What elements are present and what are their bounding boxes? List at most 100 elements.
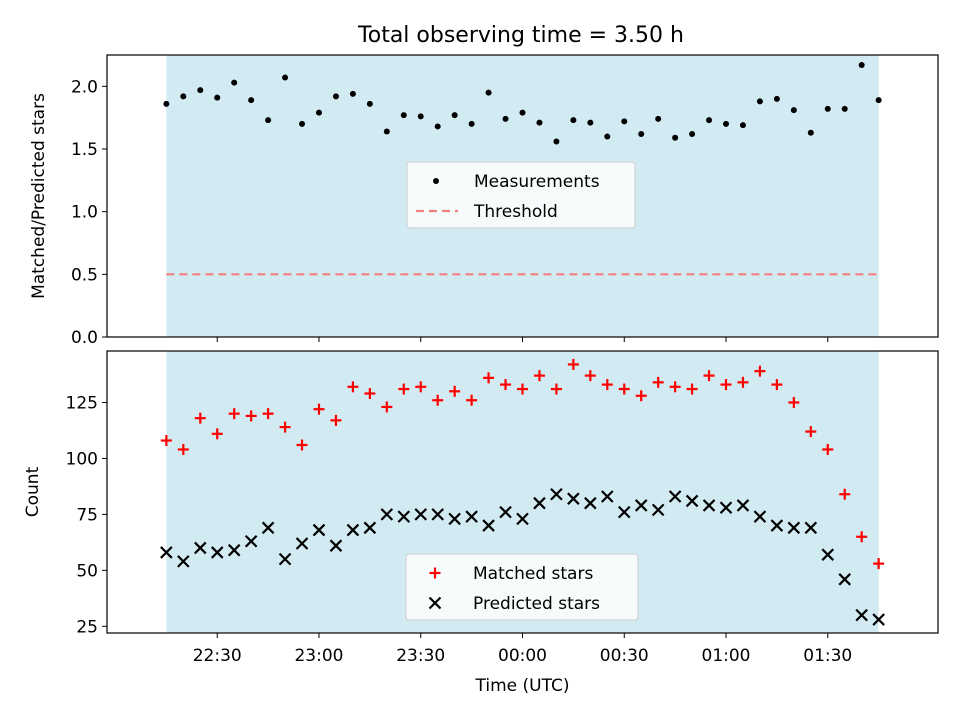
matched-star-point [279,421,291,433]
measurement-point [485,89,492,96]
x-tick-label: 23:30 [396,646,445,666]
y-tick-label: 125 [66,393,98,413]
measurement-point [689,130,696,137]
predicted-star-points [160,487,885,626]
matched-star-point [856,531,868,543]
measurement-point [553,138,560,145]
predicted-star-point [346,523,360,537]
matched-star-point [228,408,240,420]
matched-star-point [601,379,613,391]
predicted-star-point [177,555,190,568]
x-tick-label: 00:00 [498,646,547,666]
matched-star-point [194,412,206,424]
cross-stroke-b [295,537,309,550]
measurement-point [383,128,390,135]
matched-star-point [500,379,512,391]
ratio-panel: 0.00.51.01.52.0 Matched/Predicted stars … [29,54,939,348]
predicted-star-point [329,539,343,552]
predicted-star-point [516,512,529,526]
legend-measurements-label: Measurements [474,172,600,192]
predicted-star-point [736,499,750,512]
measurement-point [468,120,475,127]
predicted-star-point [787,521,801,535]
cross-stroke-b [770,519,784,532]
count-panel: 25 50 75 100 125 22:30 23:00 23:30 00:00 00:30 01… [23,350,939,696]
y-tick-label: 0.0 [71,328,98,348]
count-y-axis-label: Count [23,466,43,517]
cross-stroke-b [651,503,665,517]
ratio-legend: Measurements Threshold [406,161,636,229]
matched-star-point [703,370,715,382]
measurement-point [163,100,170,107]
legend-box [406,161,636,229]
cross-stroke-b [753,510,767,523]
matched-star-point [652,376,664,388]
predicted-star-point [685,494,699,508]
cross-stroke-b [431,508,444,521]
x-tick-label: 01:00 [702,646,751,666]
cross-stroke-b [685,494,699,508]
y-tick-label: 50 [76,561,98,581]
cross-stroke-b [736,499,750,512]
measurement-point [282,74,289,81]
measurement-point [434,123,441,130]
cross-stroke-b [702,499,716,512]
predicted-star-point [838,573,852,586]
matched-star-point [873,558,885,570]
legend-predicted-label: Predicted stars [473,594,600,614]
x-tick-label: 00:30 [600,646,649,666]
x-tick-label: 01:30 [803,646,852,666]
predicted-star-point [702,499,716,512]
measurement-point [366,100,373,107]
predicted-star-point [770,519,784,532]
measurement-point [604,133,611,140]
predicted-star-point [261,521,275,535]
legend-box [405,553,639,621]
matched-star-point [398,383,410,395]
predicted-star-point [448,512,461,526]
cross-stroke-b [719,501,733,514]
measurement-point [638,130,645,137]
legend-predicted-marker [428,596,442,610]
measurement-point [502,115,509,122]
measurement-point [824,105,831,112]
cross-stroke-b [617,505,631,519]
cross-stroke-b [346,523,360,537]
predicted-star-point [244,534,258,548]
cross-stroke-b [567,492,580,505]
measurement-point [858,62,865,69]
measurement-point [536,119,543,126]
measurement-point [739,122,746,129]
cross-stroke-b [160,546,173,559]
predicted-star-point [567,492,580,505]
matched-star-point [415,381,427,393]
matched-star-point [381,401,393,413]
cross-stroke-b [227,543,241,557]
predicted-star-point [465,510,478,523]
cross-stroke-b [550,487,563,501]
legend-measurement-marker [433,178,439,184]
predicted-star-point [363,521,377,535]
predicted-star-point [872,613,885,626]
measurement-point [790,107,797,114]
measurement-point [841,105,848,112]
matched-star-point [788,396,800,408]
cross-stroke-b [428,596,442,610]
ratio-x-ticks [216,337,829,342]
measurement-point [519,109,526,116]
legend-matched-label: Matched stars [473,564,593,584]
predicted-star-point [804,521,818,535]
y-tick-label: 100 [66,449,98,469]
cross-stroke-b [821,548,835,561]
matched-star-point [618,383,630,395]
matched-star-point [669,381,681,393]
cross-stroke-b [601,490,614,503]
measurement-point [723,120,730,127]
predicted-star-point [634,499,648,512]
matched-star-point [160,435,172,447]
matched-star-point [550,383,562,395]
predicted-star-point [431,508,444,521]
predicted-star-point [550,487,563,501]
cross-stroke-b [414,508,428,521]
matched-star-point [364,388,376,400]
